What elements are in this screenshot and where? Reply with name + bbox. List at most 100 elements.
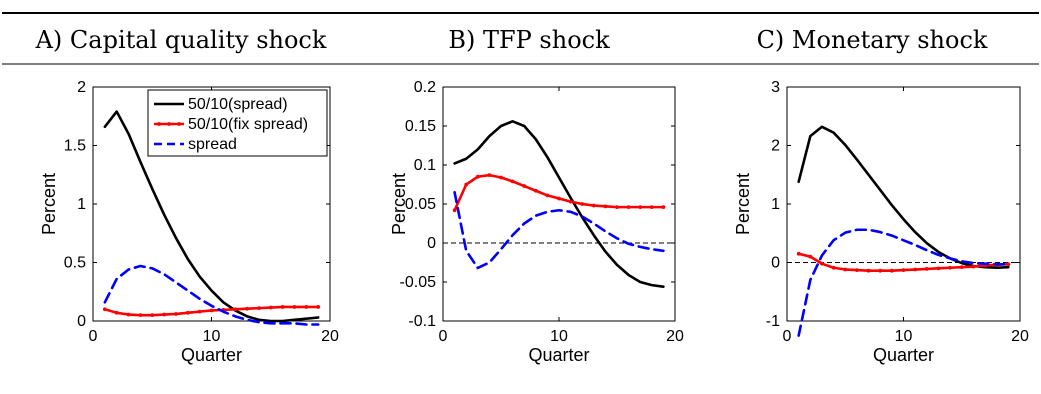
panel-title-b: B) TFP shock [448,26,610,54]
x-tick-label: 10 [550,328,568,345]
data-point [855,268,859,273]
legend-swatch-dot [167,122,171,126]
data-point [924,267,929,271]
data-point [487,173,492,178]
data-point [626,205,631,210]
data-point [126,312,131,317]
charts-group: 0 10 2000.511.52QuarterPercent50/10(spread… [39,79,1029,365]
y-tick-label: 1 [77,196,86,213]
chart-panel-0: 0 10 20 0 0.5 1 1.5 2 Quarter Percent 50/10(spread… [39,79,339,365]
x-tick-label: 10 [895,328,913,345]
data-point [245,306,249,311]
data-point [102,307,107,312]
data-point [843,267,848,272]
data-point [557,196,561,201]
series-line-spread [797,228,1010,337]
legend-swatch-dot [177,122,181,126]
chart-panel-1: 0 10 20 -0.1 -0.05 0 0.05 0.1 0.15 0.2 Quarter Perc… [389,79,684,365]
data-point [901,268,906,273]
data-point [452,208,457,213]
data-point [1006,262,1011,267]
y-tick-label: 3 [771,79,780,96]
legend-label: 50/10(spread) [188,96,288,113]
data-point [568,199,573,204]
y-axis-label: Percent [389,173,409,235]
data-point [280,305,285,309]
data-point [796,251,801,256]
x-tick-label: 20 [321,328,339,345]
data-point [948,265,952,270]
y-tick-label: 1 [771,196,780,213]
y-axis-label: Percent [733,173,753,235]
data-point [499,175,503,180]
data-point [174,312,178,316]
y-tick-label: 0.05 [405,196,436,213]
x-axis-label: Quarter [181,345,242,365]
data-point [510,179,515,184]
data-point [209,308,214,313]
y-tick-label: 2 [771,138,780,155]
data-point [268,305,273,310]
y-axis-label: Percent [39,173,59,235]
data-point [820,261,824,266]
legend-swatch-dot [157,122,161,126]
x-tick-label: 20 [1011,328,1029,345]
data-point [913,267,918,272]
legend-label: spread [188,136,237,153]
y-tick-label: 0.15 [405,118,436,135]
data-point [533,188,538,193]
data-point [162,312,167,317]
data-point [889,268,894,273]
y-tick-label: 0 [771,255,780,272]
y-tick-label: -0.1 [408,313,436,330]
data-point [197,309,202,314]
y-tick-label: 0.5 [64,255,86,272]
y-tick-label: 1.5 [64,138,86,155]
legend-label: 50/10(fix spread) [188,116,308,133]
x-axis-label: Quarter [873,345,934,365]
data-point [316,305,321,309]
data-point [522,184,527,188]
data-point [591,203,596,208]
x-axis-label: Quarter [528,345,589,365]
y-tick-label: 2 [77,79,86,96]
series-line-spread [103,264,320,326]
x-tick-label: 0 [439,328,448,345]
data-point [475,174,480,179]
data-point [831,265,836,270]
legend: 50/10(spread) 50/10(fix spread) spread [147,89,328,157]
y-tick-label: 0.1 [414,157,436,174]
data-point [545,193,550,198]
data-point [971,264,976,269]
x-tick-label: 0 [89,328,98,345]
plot-frame [442,86,676,322]
data-point [150,313,155,318]
series-line-spread [453,191,665,270]
y-tick-label: -0.05 [400,274,437,291]
series-line-50-10-spread- [103,110,320,323]
panel-title-c: C) Monetary shock [757,26,988,54]
series-line-50-10-spread- [453,120,665,288]
data-point [138,313,143,318]
data-point [638,205,643,210]
data-point [661,205,666,210]
data-point [959,265,964,270]
y-tick-label: -1 [766,313,780,330]
y-tick-label: 0 [77,313,86,330]
series-line-50-10-fix-spread- [453,173,665,212]
plot-frame [786,86,1021,322]
data-point [649,205,654,210]
data-point [580,202,585,206]
data-point [866,268,871,273]
data-point [233,307,238,312]
data-point [808,254,813,259]
x-tick-label: 0 [783,328,792,345]
data-point [114,310,119,315]
data-point [603,204,608,209]
y-tick-label: 0.2 [414,79,436,96]
data-point [304,305,309,309]
data-point [257,306,261,311]
data-point [936,266,941,271]
